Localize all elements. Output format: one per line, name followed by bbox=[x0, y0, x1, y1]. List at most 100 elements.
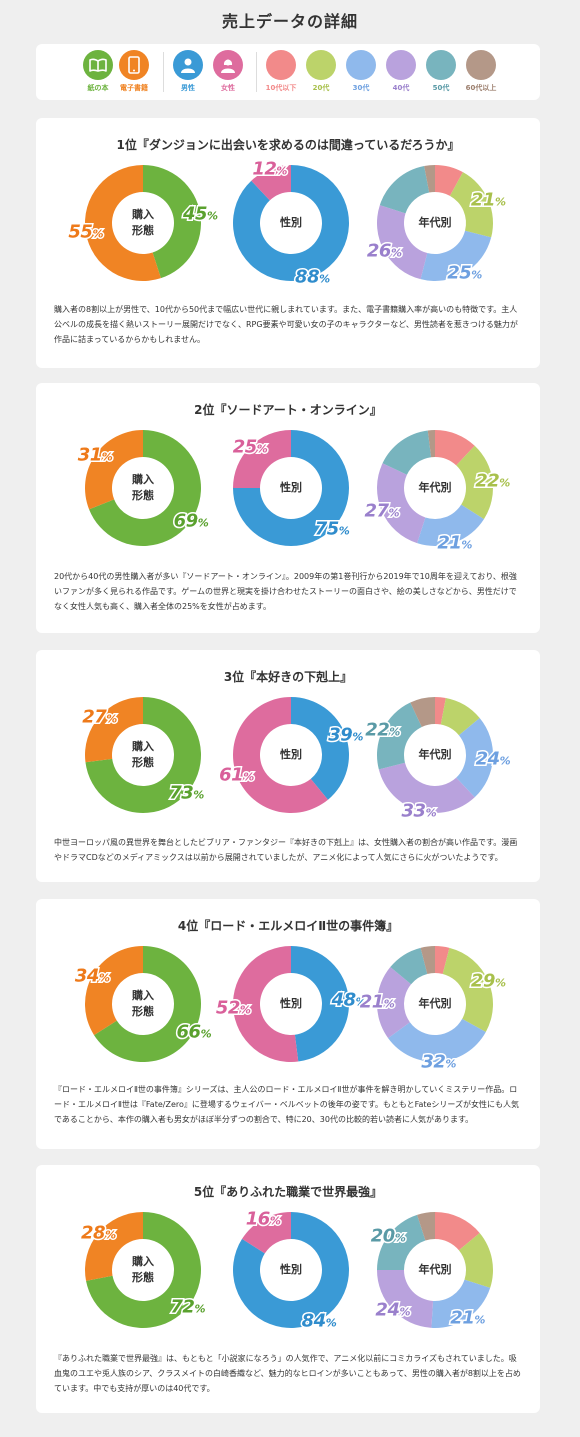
ranking-card-5: 5位『ありふれた職業で世界最強』 購入 形態 72% 28% 性別 84% 16% 年… bbox=[36, 1165, 540, 1413]
age-percent-label: 27% bbox=[363, 499, 401, 523]
donut-center-label: 年代別 bbox=[418, 481, 452, 494]
donut-center-label: 性別 bbox=[280, 216, 302, 229]
age-slice-3 bbox=[377, 205, 428, 280]
age-slice-3 bbox=[377, 967, 412, 1039]
age-donut: 年代別 29% 32% 21% bbox=[358, 939, 507, 1074]
card-title: 3位『本好きの下剋上』 bbox=[223, 670, 353, 684]
format-percent-label: 72% bbox=[169, 1295, 207, 1319]
age-percent-label: 20% bbox=[369, 1224, 407, 1248]
age-slice-3 bbox=[377, 1270, 434, 1328]
age-percent-label: 21% bbox=[358, 990, 396, 1014]
age-swatch bbox=[266, 50, 296, 80]
age-swatch bbox=[306, 50, 336, 80]
age-slice-4 bbox=[382, 430, 432, 475]
gender-donut-svg bbox=[233, 1212, 349, 1328]
age-donut: 年代別 22% 21% 27% bbox=[363, 423, 512, 555]
format-percent-label: 45% bbox=[181, 202, 219, 226]
age-donut-svg bbox=[377, 946, 493, 1062]
donut-center-label: 購入 形態 bbox=[132, 1255, 154, 1284]
donut-center-label: 購入 形態 bbox=[132, 740, 154, 769]
legend-label: 50代 bbox=[432, 84, 450, 92]
age-slice-2 bbox=[456, 718, 493, 798]
legend-label: 女性 bbox=[221, 84, 235, 92]
donut-center-label: 年代別 bbox=[418, 997, 452, 1010]
gender-donut: 性別 48% 52% bbox=[214, 939, 368, 1069]
age-percent-label: 21% bbox=[469, 188, 507, 212]
age-slice-4 bbox=[377, 1214, 426, 1270]
format-slice-0 bbox=[94, 946, 201, 1062]
legend-item-age-40: 40代 bbox=[381, 50, 421, 93]
gender-percent-label: 88% bbox=[294, 265, 332, 289]
gender-donut: 性別 75% 25% bbox=[226, 423, 356, 553]
age-swatch bbox=[346, 50, 376, 80]
gender-donut-svg bbox=[233, 946, 350, 1062]
age-donut-svg bbox=[377, 1212, 493, 1328]
format-slice-1 bbox=[85, 697, 143, 763]
gender-percent-label: 84% bbox=[300, 1309, 338, 1333]
legend-item-paper: 紙の本 bbox=[78, 50, 118, 93]
donut-center-label: 性別 bbox=[280, 1263, 302, 1276]
age-percent-label: 24% bbox=[474, 747, 512, 771]
age-slice-2 bbox=[431, 1279, 491, 1328]
gender-donut: 性別 84% 16% bbox=[226, 1205, 356, 1335]
gender-slice-0 bbox=[233, 430, 349, 546]
legend-item-ebook: 電子書籍 bbox=[114, 50, 154, 93]
legend-label: 男性 bbox=[181, 84, 195, 92]
card-title: 4位『ロード・エルメロイⅡ世の事件簿』 bbox=[177, 919, 399, 933]
age-donut: 年代別 21% 24% 20% bbox=[369, 1205, 500, 1335]
age-slice-4 bbox=[379, 166, 430, 214]
donut-center-label: 購入 形態 bbox=[132, 989, 154, 1018]
format-percent-label: 34% bbox=[73, 964, 111, 988]
format-donut: 購入 形態 45% 55% bbox=[67, 158, 219, 288]
format-donut-svg bbox=[84, 165, 201, 281]
card-description: 『ありふれた職業で世界最強』は、もともと「小説家になろう」の人気作で、アニメ化以… bbox=[54, 1354, 521, 1393]
age-slice-1 bbox=[449, 172, 493, 238]
age-percent-label: 29% bbox=[469, 969, 507, 993]
format-slice-1 bbox=[85, 1212, 143, 1281]
male-user-icon bbox=[173, 50, 203, 80]
gender-percent-label: 48% bbox=[330, 988, 368, 1012]
gender-percent-label: 25% bbox=[231, 435, 269, 459]
card-description: 購入者の8割以上が男性で、10代から50代まで幅広い世代に親しまれています。また… bbox=[54, 305, 518, 344]
gender-percent-label: 39% bbox=[327, 723, 365, 747]
format-slice-0 bbox=[85, 697, 201, 813]
format-donut: 購入 形態 72% 28% bbox=[78, 1205, 208, 1335]
age-slice-2 bbox=[420, 230, 492, 281]
format-slice-0 bbox=[143, 165, 201, 279]
age-percent-label: 21% bbox=[449, 1306, 487, 1330]
format-donut: 購入 形態 73% 27% bbox=[78, 690, 208, 820]
book-icon bbox=[83, 50, 113, 80]
legend-divider bbox=[256, 52, 257, 92]
age-donut-svg bbox=[377, 165, 493, 281]
legend-label: 30代 bbox=[352, 84, 370, 92]
age-percent-label: 21% bbox=[436, 531, 474, 555]
gender-slice-0 bbox=[291, 946, 350, 1062]
format-slice-1 bbox=[84, 946, 143, 1036]
donut-center-label: 年代別 bbox=[418, 748, 452, 761]
age-percent-label: 22% bbox=[364, 718, 402, 742]
age-percent-label: 32% bbox=[420, 1050, 458, 1074]
format-slice-0 bbox=[86, 1212, 201, 1328]
age-slice-0 bbox=[435, 430, 475, 466]
legend-divider bbox=[163, 52, 164, 92]
card-title: 2位『ソードアート・オンライン』 bbox=[194, 403, 382, 417]
card-description: 20代から40代の男性購入者が多い『ソードアート・オンライン』。2009年の第1… bbox=[54, 572, 517, 611]
legend-label: 40代 bbox=[392, 84, 410, 92]
age-percent-label: 26% bbox=[365, 239, 403, 263]
age-donut-svg bbox=[377, 430, 493, 546]
format-slice-1 bbox=[85, 430, 143, 510]
legend-item-age-30: 30代 bbox=[341, 50, 381, 93]
gender-percent-label: 75% bbox=[313, 517, 351, 541]
age-slice-1 bbox=[442, 947, 493, 1032]
donut-center-label: 性別 bbox=[280, 748, 302, 761]
legend-label: 10代以下 bbox=[265, 84, 297, 92]
age-slice-0 bbox=[435, 165, 463, 196]
age-swatch bbox=[426, 50, 456, 80]
age-swatch bbox=[466, 50, 496, 80]
age-slice-1 bbox=[440, 698, 480, 736]
smartphone-icon bbox=[119, 50, 149, 80]
age-percent-label: 22% bbox=[474, 469, 512, 493]
gender-percent-label: 12% bbox=[251, 157, 289, 181]
gender-donut-svg bbox=[233, 165, 349, 281]
age-slice-3 bbox=[377, 463, 426, 544]
